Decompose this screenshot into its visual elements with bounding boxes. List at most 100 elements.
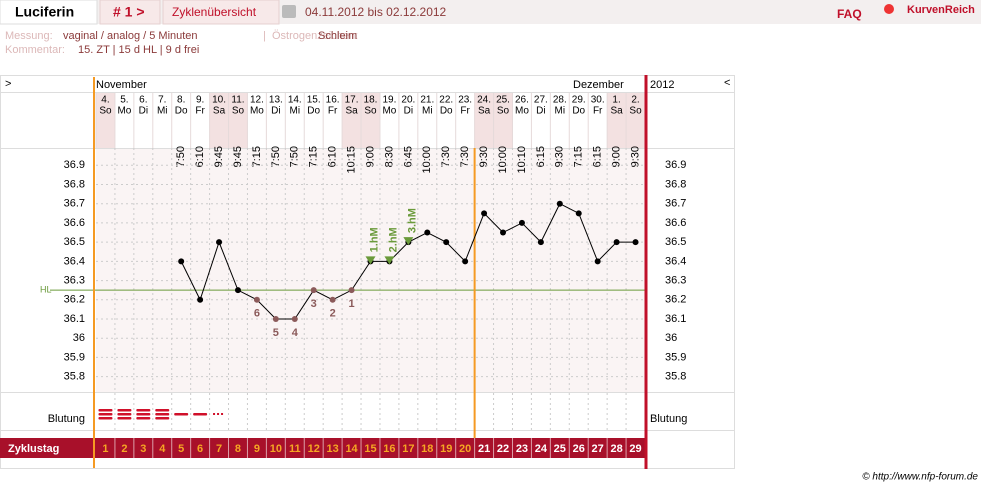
- weekend-shade: [607, 93, 627, 148]
- weekend-shade: [209, 93, 229, 148]
- cycle-nav[interactable]: # 1 >: [113, 4, 145, 20]
- cycle-day: 28: [610, 443, 622, 455]
- high-marker: [384, 256, 395, 265]
- day-number: 23.: [458, 95, 472, 106]
- time: 6:10: [327, 146, 339, 167]
- temperature-point: [310, 287, 317, 294]
- time: 7:50: [289, 146, 301, 167]
- time: 7:30: [459, 146, 471, 167]
- time: 6:45: [402, 146, 414, 167]
- cycle-day: 4: [159, 443, 166, 455]
- cycle-day: 2: [121, 443, 127, 455]
- y2-tick-label: 36: [665, 332, 677, 344]
- cycle-day: 11: [289, 443, 301, 455]
- overview-tab[interactable]: [162, 0, 280, 25]
- low-label: 1: [349, 298, 355, 310]
- measure-label: Messung:: [5, 30, 53, 42]
- weekday: Sa: [478, 106, 491, 117]
- weekday: So: [629, 106, 642, 117]
- comment-label: Kommentar:: [5, 44, 65, 56]
- bleeding-mark: [155, 417, 170, 420]
- time: 7:15: [251, 146, 263, 167]
- cycle-day: 27: [592, 443, 604, 455]
- weekday: Sa: [213, 106, 226, 117]
- y-tick-label: 36.7: [64, 198, 85, 210]
- time: 6:10: [194, 146, 206, 167]
- day-number: 29.: [572, 95, 586, 106]
- plot-bg: [96, 148, 645, 392]
- time: 6:15: [535, 146, 547, 167]
- temperature-point: [556, 200, 563, 207]
- title-tab: [0, 0, 98, 25]
- bleeding-mark: [136, 413, 151, 416]
- y-tick-label: 36.3: [64, 274, 85, 286]
- y2-tick-label: 36.2: [665, 294, 686, 306]
- high-marker: [403, 237, 414, 246]
- cycle-day: 22: [497, 443, 509, 455]
- weekday: Fr: [460, 106, 470, 117]
- cycle-day: 8: [235, 443, 241, 455]
- high-label: 2.hM: [387, 227, 399, 252]
- time: 10:00: [497, 146, 509, 174]
- cycle-day: 5: [178, 443, 184, 455]
- temperature-point: [500, 229, 507, 236]
- cycle-day: 17: [402, 443, 414, 455]
- overview-link[interactable]: Zyklenübersicht: [172, 5, 257, 19]
- temperature-point: [594, 258, 601, 265]
- weekday: Di: [536, 106, 545, 117]
- temperature-point: [197, 296, 204, 303]
- weekday: So: [497, 106, 510, 117]
- footer: © http://www.nfp-forum.de: [862, 472, 978, 483]
- month: November: [96, 79, 147, 91]
- day-number: 13.: [269, 95, 283, 106]
- day-number: 25.: [496, 95, 510, 106]
- cycle-day: 13: [327, 443, 339, 455]
- bleeding-mark: [98, 417, 113, 420]
- weekday: Di: [271, 106, 280, 117]
- y-tick-label: 35.8: [64, 371, 85, 383]
- nav-prev[interactable]: >: [5, 78, 11, 90]
- brand-icon: [884, 4, 894, 14]
- faq-link[interactable]: FAQ: [837, 7, 862, 21]
- weekend-shade: [626, 93, 645, 148]
- low-label: 5: [273, 327, 279, 339]
- nav-next[interactable]: <: [724, 77, 730, 89]
- time: 9:45: [232, 146, 244, 167]
- cycle-day: 7: [216, 443, 222, 455]
- bleeding-mark: [193, 413, 208, 416]
- y-tick-label: 36.1: [64, 313, 85, 325]
- estrogen: Schleim: [318, 30, 357, 42]
- bleeding-mark: [117, 409, 132, 412]
- y2-tick-label: 36.1: [665, 313, 686, 325]
- cycle-day: 21: [478, 443, 490, 455]
- weekday: Di: [404, 106, 413, 117]
- weekend-shade: [96, 93, 115, 148]
- temperature-point: [632, 239, 639, 246]
- cycle-day: 20: [459, 443, 471, 455]
- day-number: 14.: [288, 95, 302, 106]
- day-number: 6.: [139, 95, 147, 106]
- bleeding-mark: [155, 413, 170, 416]
- temperature-point: [424, 229, 431, 236]
- temperature-point: [575, 210, 582, 217]
- brand[interactable]: KurvenReich: [907, 4, 975, 16]
- bleeding-mark: [136, 417, 151, 420]
- y-tick-label: 36.5: [64, 236, 85, 248]
- estrogen-label: Östrogenzeichen:: [272, 30, 358, 42]
- year: 2012: [650, 79, 674, 91]
- weekday: Mo: [250, 106, 264, 117]
- cycle-day: 19: [440, 443, 452, 455]
- cycle-day: 29: [629, 443, 641, 455]
- cycle-tab[interactable]: [99, 0, 161, 25]
- cycle-day: 3: [140, 443, 146, 455]
- temperature-point: [329, 296, 336, 303]
- weekend-shade: [493, 93, 513, 148]
- weekday: Mo: [515, 106, 529, 117]
- cycle-day-bar: [0, 438, 645, 458]
- cycle-day: 23: [516, 443, 528, 455]
- print-icon[interactable]: [282, 5, 296, 18]
- weekday: Fr: [195, 106, 205, 117]
- day-number: 15.: [307, 95, 321, 106]
- time: 9:30: [554, 146, 566, 167]
- temperature-point: [518, 219, 525, 226]
